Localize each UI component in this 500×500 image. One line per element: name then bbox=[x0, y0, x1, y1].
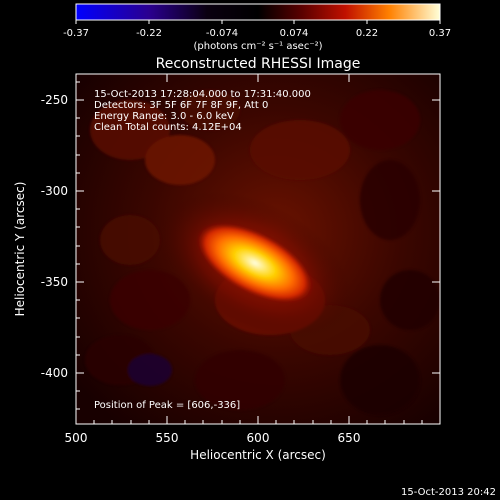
colorbar-ticks bbox=[75, 20, 441, 24]
colorbar-tick-label: 0.074 bbox=[280, 28, 309, 39]
colorbar-tick-label: -0.37 bbox=[63, 28, 89, 39]
colorbar-tick-label: -0.22 bbox=[136, 28, 162, 39]
x-tick-label: 500 bbox=[65, 431, 88, 445]
colorbar bbox=[75, 3, 441, 21]
y-tick-label: -300 bbox=[41, 184, 68, 198]
detectors-text: Detectors: 3F 5F 6F 7F 8F 9F, Att 0 bbox=[94, 100, 268, 111]
x-axis-ticks bbox=[75, 74, 423, 424]
colorbar-tick-label: -0.074 bbox=[206, 28, 238, 39]
plot-title: Reconstructed RHESSI Image bbox=[156, 56, 361, 72]
clean-counts-text: Clean Total counts: 4.12E+04 bbox=[94, 122, 242, 133]
colorbar-units: (photons cm⁻² s⁻¹ asec⁻²) bbox=[193, 41, 322, 52]
footer-timestamp: 15-Oct-2013 20:42 bbox=[401, 487, 496, 498]
y-tick-label: -250 bbox=[41, 93, 68, 107]
y-tick-label: -400 bbox=[41, 366, 68, 380]
time-range-text: 15-Oct-2013 17:28:04.000 to 17:31:40.000 bbox=[94, 89, 311, 100]
x-tick-label: 550 bbox=[156, 431, 179, 445]
image-panel bbox=[76, 74, 440, 424]
y-axis-ticks bbox=[76, 81, 440, 410]
peak-position-text: Position of Peak = [606,-336] bbox=[94, 400, 240, 411]
x-tick-label: 600 bbox=[247, 431, 270, 445]
energy-range-text: Energy Range: 3.0 - 6.0 keV bbox=[94, 111, 234, 122]
y-tick-label: -350 bbox=[41, 275, 68, 289]
y-axis-label: Heliocentric Y (arcsec) bbox=[13, 182, 27, 317]
colorbar-tick-label: 0.37 bbox=[429, 28, 451, 39]
x-tick-label: 650 bbox=[338, 431, 361, 445]
x-axis-label: Heliocentric X (arcsec) bbox=[190, 448, 326, 462]
colorbar-tick-label: 0.22 bbox=[356, 28, 378, 39]
flare-source bbox=[196, 222, 314, 304]
